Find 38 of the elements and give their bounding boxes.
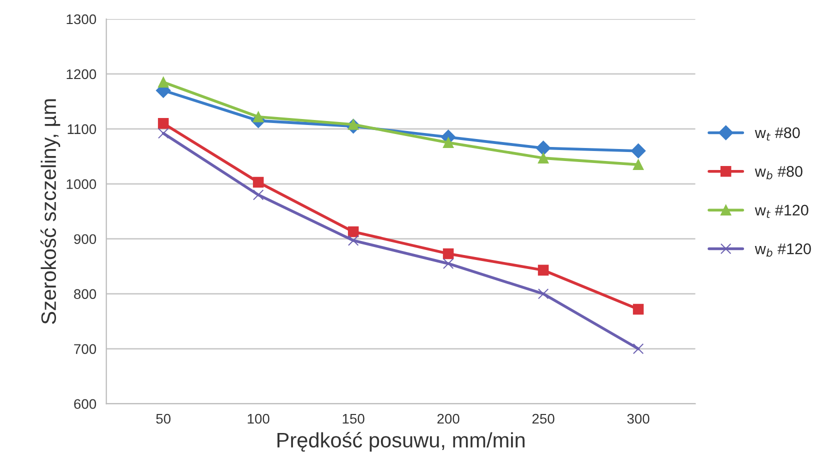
point <box>538 264 549 276</box>
point <box>348 226 359 238</box>
y-axis-title: Szerokość szczeliny, µm <box>40 99 60 324</box>
y-tick-label: 1100 <box>68 124 96 134</box>
x-tick-label: 200 <box>437 414 460 424</box>
x-tick-label: 50 <box>156 414 171 424</box>
x-axis-title: Prędkość posuwu, mm/min <box>277 432 525 452</box>
point <box>252 176 264 188</box>
y-tick-label: 900 <box>74 234 96 244</box>
point <box>442 137 454 148</box>
legend-label: w$_{b}$ #120 <box>754 243 811 257</box>
point <box>538 152 549 164</box>
legend-label: w$_{b}$ #80 <box>754 166 802 180</box>
x-tick-label: 300 <box>627 414 650 424</box>
point <box>632 343 644 354</box>
x-tick-label: 250 <box>532 414 554 424</box>
point <box>442 248 454 260</box>
x-tick-label: 100 <box>248 414 270 424</box>
y-tick-label: 1000 <box>66 179 96 190</box>
point <box>632 159 644 170</box>
point <box>632 304 644 315</box>
point <box>536 140 551 156</box>
legend-label: w$_{t}$ #80 <box>754 127 800 141</box>
point <box>348 235 359 246</box>
y-tick-label: 800 <box>74 289 96 299</box>
point <box>442 258 454 269</box>
point <box>630 144 646 158</box>
point <box>538 288 549 300</box>
y-tick-label: 1200 <box>66 69 96 80</box>
point <box>158 76 169 88</box>
y-tick-label: 1300 <box>66 14 96 24</box>
y-tick-label: 600 <box>74 399 96 409</box>
y-tick-label: 700 <box>74 344 96 354</box>
x-tick-label: 150 <box>342 414 364 424</box>
point <box>158 128 169 139</box>
point <box>158 118 169 129</box>
point <box>252 190 264 200</box>
legend-label: w$_{t}$ #120 <box>754 204 808 218</box>
